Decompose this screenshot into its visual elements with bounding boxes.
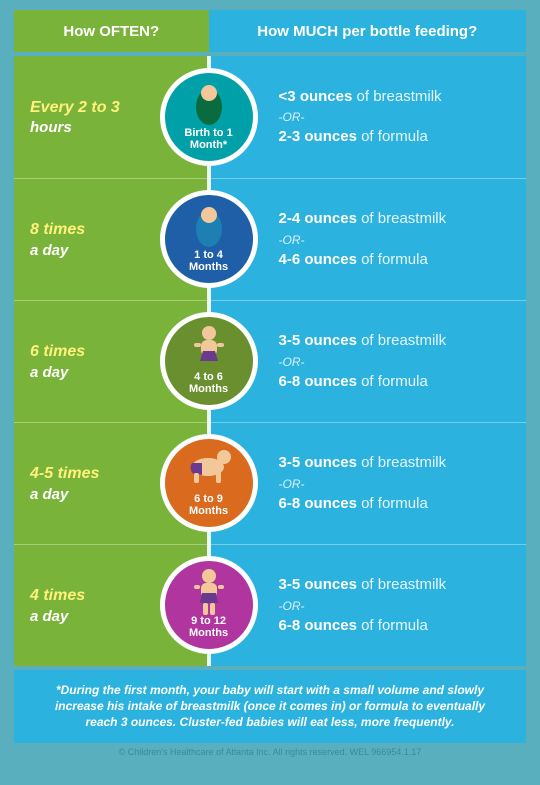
- age-circle: 1 to 4Months: [160, 190, 258, 288]
- feeding-row: 4 times a day 3-5 ounces of breastmilk -…: [14, 544, 526, 666]
- or-label: -OR-: [279, 477, 514, 491]
- or-label: -OR-: [279, 110, 514, 124]
- breastmilk-amount: 3-5 ounces of breastmilk: [279, 331, 514, 351]
- rows-wrapper: Every 2 to 3 hours <3 ounces of breastmi…: [14, 56, 526, 666]
- breastmilk-amount: 3-5 ounces of breastmilk: [279, 575, 514, 595]
- age-circle: Birth to 1Month*: [160, 68, 258, 166]
- footnote: *During the first month, your baby will …: [14, 670, 526, 743]
- breastmilk-amount: <3 ounces of breastmilk: [279, 87, 514, 107]
- feeding-row: 4-5 times a day 3-5 ounces of breastmilk…: [14, 422, 526, 544]
- copyright: © Children's Healthcare of Atlanta Inc. …: [14, 743, 526, 761]
- or-label: -OR-: [279, 233, 514, 247]
- formula-amount: 6-8 ounces of formula: [279, 616, 514, 636]
- breastmilk-amount: 3-5 ounces of breastmilk: [279, 453, 514, 473]
- header-often: How OFTEN?: [14, 10, 209, 52]
- age-circle: 4 to 6Months: [160, 312, 258, 410]
- age-circle: 9 to 12Months: [160, 556, 258, 654]
- breastmilk-amount: 2-4 ounces of breastmilk: [279, 209, 514, 229]
- age-label: 6 to 9Months: [189, 493, 228, 517]
- formula-amount: 6-8 ounces of formula: [279, 494, 514, 514]
- age-circle: 6 to 9Months: [160, 434, 258, 532]
- age-label: 4 to 6Months: [189, 371, 228, 395]
- feeding-row: Every 2 to 3 hours <3 ounces of breastmi…: [14, 56, 526, 178]
- header-row: How OFTEN? How MUCH per bottle feeding?: [14, 10, 526, 52]
- formula-amount: 6-8 ounces of formula: [279, 372, 514, 392]
- feeding-row: 6 times a day 3-5 ounces of breastmilk -…: [14, 300, 526, 422]
- feeding-row: 8 times a day 2-4 ounces of breastmilk -…: [14, 178, 526, 300]
- age-label: Birth to 1Month*: [184, 127, 232, 151]
- formula-amount: 2-3 ounces of formula: [279, 127, 514, 147]
- header-much: How MUCH per bottle feeding?: [209, 10, 526, 52]
- or-label: -OR-: [279, 599, 514, 613]
- formula-amount: 4-6 ounces of formula: [279, 250, 514, 270]
- age-label: 1 to 4Months: [189, 249, 228, 273]
- infographic-container: How OFTEN? How MUCH per bottle feeding? …: [0, 0, 540, 785]
- or-label: -OR-: [279, 355, 514, 369]
